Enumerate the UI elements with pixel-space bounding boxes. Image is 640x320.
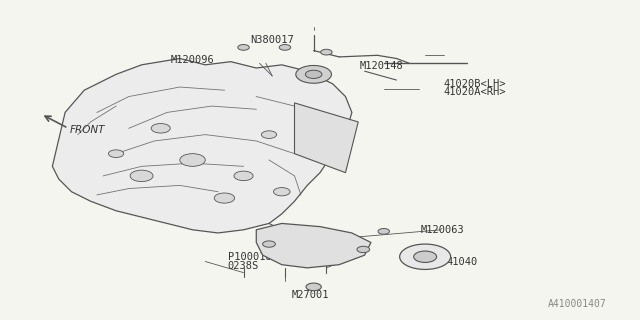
Circle shape [151,124,170,133]
Text: M120148: M120148 [360,61,403,71]
Circle shape [234,171,253,180]
Polygon shape [256,223,371,268]
Circle shape [180,154,205,166]
Circle shape [238,44,249,50]
Circle shape [413,251,436,262]
Circle shape [108,150,124,157]
Text: M27001: M27001 [291,290,329,300]
Circle shape [305,70,322,78]
Text: 0238S: 0238S [228,261,259,271]
Circle shape [214,193,235,203]
Circle shape [279,44,291,50]
Polygon shape [294,103,358,173]
Circle shape [273,188,290,196]
Text: M120063: M120063 [420,225,465,236]
Circle shape [321,49,332,55]
Text: 41020B<LH>: 41020B<LH> [443,79,506,89]
Text: 41020A<RH>: 41020A<RH> [443,87,506,97]
Circle shape [378,228,390,234]
Text: M120096: M120096 [170,55,214,65]
Circle shape [296,66,332,83]
Circle shape [262,241,275,247]
Text: P100018: P100018 [228,252,271,262]
Circle shape [130,170,153,181]
Circle shape [357,246,370,252]
Polygon shape [52,59,352,233]
Circle shape [306,283,321,291]
Text: N380017: N380017 [250,35,294,45]
Circle shape [399,244,451,269]
Circle shape [261,131,276,139]
Text: A410001407: A410001407 [548,299,607,309]
Text: 41040: 41040 [446,257,477,267]
Text: FRONT: FRONT [70,125,106,135]
